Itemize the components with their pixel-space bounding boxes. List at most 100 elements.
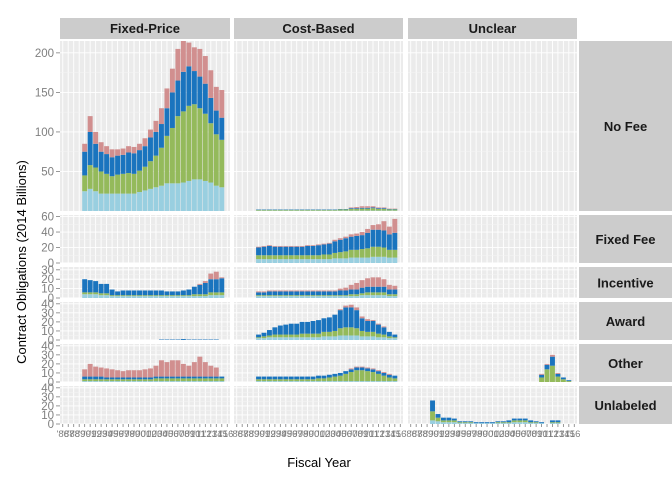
bar-segment-green bbox=[365, 371, 371, 382]
bar-segment-blue bbox=[158, 124, 164, 148]
bar-segment-green bbox=[365, 331, 371, 337]
bar-segment-blue bbox=[126, 290, 132, 296]
bar-segment-light-blue bbox=[180, 182, 186, 211]
y-tick-label: 40 bbox=[41, 299, 54, 311]
bar-segment-light-blue bbox=[376, 256, 381, 263]
bar-segment-green bbox=[343, 327, 349, 336]
bar-segment-light-blue bbox=[126, 296, 132, 298]
bar-segment-green bbox=[392, 294, 398, 297]
bar-segment-light-blue bbox=[131, 193, 137, 211]
bar-segment-blue bbox=[376, 286, 381, 293]
y-tick-label: 0 bbox=[48, 419, 54, 431]
bar-segment-blue bbox=[169, 376, 175, 379]
bar-segment-blue bbox=[560, 377, 566, 380]
bar-segment-blue bbox=[359, 318, 365, 331]
bar-segment-light-blue bbox=[142, 190, 148, 211]
bar-segment-blue bbox=[343, 307, 349, 328]
bar-segment-blue bbox=[376, 229, 381, 247]
bar-segment-blue bbox=[337, 310, 343, 329]
bar-segment-light-blue bbox=[365, 295, 371, 298]
bar-segment-green bbox=[272, 209, 278, 211]
x-tick-label: '10 bbox=[361, 429, 373, 440]
bar-segment-light-blue bbox=[283, 381, 289, 382]
bar-segment-green bbox=[158, 295, 164, 297]
bar-segment-pink bbox=[550, 354, 555, 357]
x-tick-label: '09 bbox=[183, 429, 195, 440]
bar-segment-light-blue bbox=[82, 191, 88, 211]
bar-segment-light-blue bbox=[386, 296, 392, 298]
bar-segment-blue bbox=[381, 286, 387, 293]
bar-segment-green bbox=[354, 328, 360, 336]
bar-segment-green bbox=[343, 209, 349, 211]
bar-segment-blue bbox=[82, 279, 88, 293]
bar-segment-blue bbox=[98, 376, 104, 380]
bar-segment-green bbox=[376, 333, 381, 338]
bar-segment-pink bbox=[82, 369, 88, 377]
bar-segment-light-blue bbox=[381, 256, 387, 263]
bar-segment-green bbox=[326, 209, 332, 211]
bar-segment-light-blue bbox=[164, 296, 170, 298]
bar-segment-light-blue bbox=[169, 183, 175, 211]
bar-segment-green bbox=[266, 209, 272, 211]
bar-segment-pink bbox=[213, 271, 219, 280]
bar-segment-green bbox=[256, 209, 261, 211]
bar-segment-pink bbox=[316, 244, 321, 246]
bar-segment-pink bbox=[109, 149, 115, 158]
x-tick-label: '93 bbox=[95, 429, 107, 440]
bar-segment-light-blue bbox=[326, 259, 332, 263]
bar-segment-blue bbox=[310, 245, 316, 256]
bar-segment-green bbox=[213, 292, 219, 296]
bar-segment-light-blue bbox=[299, 381, 305, 382]
bar-segment-pink bbox=[153, 120, 159, 132]
bar-segment-light-blue bbox=[272, 259, 278, 263]
bar-segment-light-blue bbox=[158, 185, 164, 211]
bar-segment-light-blue bbox=[272, 296, 278, 298]
bar-segment-blue bbox=[544, 364, 550, 370]
bar-segment-light-blue bbox=[392, 381, 398, 382]
bar-segment-green bbox=[376, 246, 381, 257]
x-tick-label: '02 bbox=[144, 429, 156, 440]
x-tick-label: '88 bbox=[415, 429, 427, 440]
bar-segment-green bbox=[517, 420, 523, 423]
bar-segment-green bbox=[131, 173, 137, 194]
bar-segment-light-blue bbox=[473, 423, 479, 424]
bar-segment-blue bbox=[506, 420, 512, 423]
bar-segment-blue bbox=[305, 291, 311, 296]
bar-segment-blue bbox=[186, 66, 192, 106]
bar-segment-green bbox=[348, 294, 354, 297]
bar-segment-green bbox=[392, 249, 398, 258]
bar-segment-blue bbox=[104, 283, 110, 294]
bar-segment-blue bbox=[326, 243, 332, 255]
bar-segment-blue bbox=[115, 377, 121, 380]
bar-segment-light-blue bbox=[348, 335, 354, 340]
bar-segment-green bbox=[348, 209, 354, 211]
bar-segment-light-blue bbox=[479, 423, 485, 424]
bar-segment-green bbox=[180, 111, 186, 183]
bar-segment-light-blue bbox=[522, 422, 528, 424]
x-tick-label: '01 bbox=[312, 429, 324, 440]
bar-segment-green bbox=[283, 379, 289, 382]
bar-segment-light-blue bbox=[202, 296, 208, 298]
bar-segment-light-blue bbox=[359, 257, 365, 263]
row-strip-label: Award bbox=[606, 314, 646, 329]
bar-segment-light-blue bbox=[213, 295, 219, 298]
bar-segment-pink bbox=[359, 232, 365, 236]
bar-segment-light-blue bbox=[370, 256, 376, 263]
bar-segment-green bbox=[305, 295, 311, 297]
bar-segment-light-blue bbox=[343, 258, 349, 263]
bar-segment-green bbox=[310, 295, 316, 297]
bar-segment-blue bbox=[316, 320, 321, 334]
bar-segment-green bbox=[332, 295, 338, 297]
bar-segment-green bbox=[550, 422, 555, 424]
bar-segment-green bbox=[256, 255, 261, 260]
bar-segment-blue bbox=[142, 290, 148, 296]
bar-segment-pink bbox=[370, 320, 376, 321]
y-tick-label: 20 bbox=[41, 401, 54, 413]
bar-segment-blue bbox=[365, 368, 371, 372]
x-tick-label: '08 bbox=[177, 429, 189, 440]
bar-segment-green bbox=[261, 255, 267, 260]
bar-segment-blue bbox=[500, 421, 506, 423]
bar-segment-green bbox=[533, 422, 539, 424]
bar-segment-pink bbox=[343, 287, 349, 291]
bar-segment-pink bbox=[310, 245, 316, 246]
